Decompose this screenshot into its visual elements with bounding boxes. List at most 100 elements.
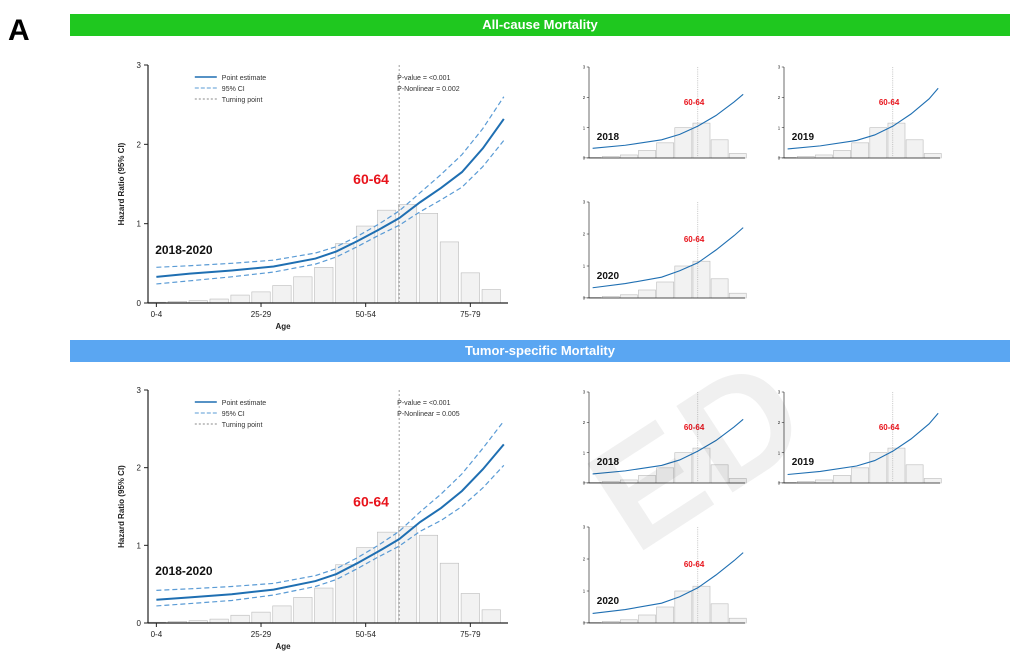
point-estimate-line (787, 87, 939, 150)
histogram-bar (674, 590, 693, 624)
turning-point-label: 60-64 (353, 494, 389, 510)
period-label: 2020 (597, 596, 620, 607)
legend-label: Turning point (222, 422, 263, 429)
y-axis-label: Hazard Ratio (95% CI) (117, 142, 126, 225)
histogram-bar (869, 452, 888, 484)
chart-all-cause-2018: 0 1 2 3 2018 60-64 (583, 65, 747, 161)
histogram-bar (656, 281, 675, 299)
ci-line (156, 96, 505, 268)
histogram-bar (272, 285, 292, 304)
legend-label: Point estimate (222, 400, 266, 407)
chart-tumor-specific-2018: 0 1 2 3 2018 60-64 (583, 390, 747, 486)
banner-all-cause: All-cause Mortality (70, 14, 1010, 36)
histogram-bar (230, 614, 250, 624)
turning-point-label: 60-64 (684, 98, 705, 107)
y-tick-label: 2 (137, 464, 142, 473)
y-tick-label: 1 (583, 450, 586, 455)
x-axis-label: Age (275, 322, 291, 331)
histogram-bar (638, 475, 656, 484)
period-label: 2020 (597, 271, 620, 282)
histogram-bar (439, 241, 459, 304)
histogram-bar (314, 587, 334, 624)
point-estimate-line (592, 93, 744, 149)
histogram-bar (251, 291, 271, 304)
histogram-bar (692, 260, 711, 299)
histogram-bar (460, 593, 480, 624)
histogram-bar (418, 534, 438, 624)
histogram-bar (674, 265, 693, 299)
y-tick-label: 2 (583, 232, 586, 237)
histogram-bar (692, 122, 711, 159)
histogram-bar (638, 614, 656, 624)
ci-line (156, 139, 505, 285)
histogram-bar (833, 475, 851, 484)
histogram-bar (728, 478, 747, 484)
y-tick-label: 1 (583, 589, 586, 594)
y-tick-label: 1 (583, 125, 586, 130)
histogram-bar (656, 142, 675, 159)
y-tick-label: 3 (137, 386, 142, 395)
y-tick-label: 3 (778, 65, 781, 70)
histogram-bar (728, 617, 747, 624)
histogram-bar (620, 294, 638, 299)
histogram-bar (439, 562, 459, 624)
y-tick-label: 3 (137, 61, 142, 70)
y-tick-label: 3 (583, 200, 586, 205)
period-label: 2018 (597, 457, 620, 468)
histogram-bar (638, 289, 656, 299)
x-tick-label: 75-79 (460, 630, 481, 639)
y-tick-label: 0 (583, 621, 586, 626)
histogram-bar (869, 127, 888, 159)
turning-point-label: 60-64 (684, 423, 705, 432)
period-label: 2018-2020 (155, 243, 213, 257)
y-tick-label: 2 (778, 95, 781, 100)
period-label: 2019 (792, 457, 815, 468)
point-estimate-line (592, 418, 744, 475)
y-axis-label: Hazard Ratio (95% CI) (117, 465, 126, 548)
p-value-annotation: P-value = <0.001 (397, 400, 450, 407)
y-tick-label: 3 (583, 390, 586, 395)
histogram-bar (272, 605, 292, 624)
point-estimate-line (592, 227, 744, 289)
histogram-bar (851, 467, 870, 484)
y-tick-label: 0 (137, 299, 142, 308)
histogram-bar (398, 526, 418, 624)
histogram-bar (620, 619, 638, 624)
histogram-bar (710, 603, 729, 624)
ci-line (156, 464, 505, 607)
period-label: 2019 (792, 132, 815, 143)
histogram-bar (692, 585, 711, 624)
histogram-bar (815, 479, 833, 484)
histogram-bar (923, 478, 942, 484)
y-tick-label: 1 (583, 264, 586, 269)
turning-point-label: 60-64 (879, 98, 900, 107)
histogram-bar (905, 139, 924, 159)
histogram-bar (398, 204, 418, 304)
turning-point-label: 60-64 (353, 171, 389, 187)
y-tick-label: 1 (778, 450, 781, 455)
p-value-annotation: P-value = <0.001 (397, 75, 450, 82)
x-axis-label: Age (275, 642, 291, 651)
histogram-bar (710, 139, 729, 159)
y-tick-label: 2 (583, 557, 586, 562)
y-tick-label: 2 (778, 420, 781, 425)
y-tick-label: 1 (137, 220, 142, 229)
chart-all-cause-2020: 0 1 2 3 2020 60-64 (583, 200, 747, 301)
histogram-bar (692, 447, 711, 484)
histogram-bar (728, 153, 747, 159)
histogram-bar (728, 292, 747, 299)
period-label: 2018 (597, 132, 620, 143)
histogram-bar (905, 464, 924, 484)
chart-tumor-specific-2020: 0 1 2 3 2020 60-64 (583, 525, 747, 626)
banner-tumor-specific: Tumor-specific Mortality (70, 340, 1010, 362)
ci-line (156, 420, 505, 591)
y-tick-label: 0 (137, 619, 142, 628)
histogram-bar (481, 289, 501, 304)
histogram-bar (460, 272, 480, 304)
y-tick-label: 0 (778, 481, 781, 486)
legend-label: Turning point (222, 97, 263, 104)
panel-label: A (8, 14, 30, 47)
y-tick-label: 2 (583, 95, 586, 100)
y-tick-label: 0 (583, 481, 586, 486)
x-tick-label: 50-54 (355, 630, 376, 639)
